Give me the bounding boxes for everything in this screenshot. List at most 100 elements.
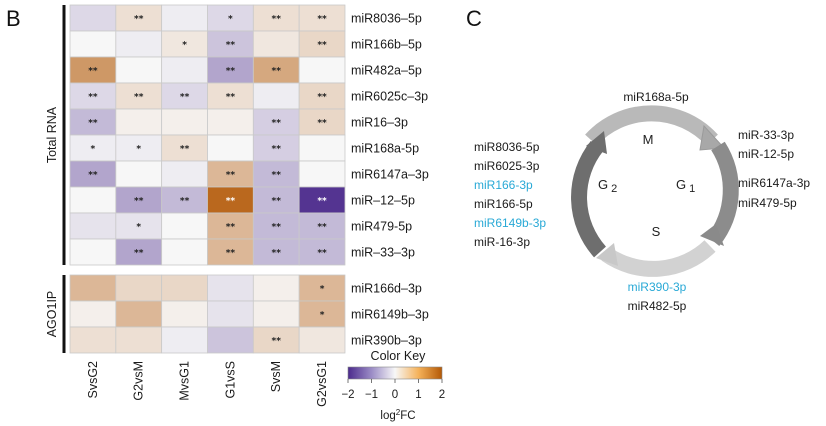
heatmap-cell <box>161 212 208 240</box>
heatmap-cell <box>298 56 346 84</box>
significance-mark: ** <box>317 249 327 259</box>
cycle-label-s: miR482-5p <box>628 299 687 313</box>
heatmap-cell <box>207 238 254 266</box>
significance-mark: ** <box>88 119 98 129</box>
color-key-xlabel: log2FC <box>380 408 415 422</box>
column-label: G2vsG1 <box>315 361 329 407</box>
heatmap-cell <box>252 56 300 84</box>
cycle-mirna-labels: miR168a-5p miR-33-3p miR-12-5p miR6147a-3p m… <box>474 90 810 313</box>
row-label: miR–33–3p <box>351 246 415 260</box>
significance-mark: ** <box>134 15 144 25</box>
significance-mark: * <box>182 41 187 51</box>
heatmap-cell <box>69 326 117 354</box>
heatmap-cell <box>252 274 300 302</box>
heatmap-cell <box>69 108 117 136</box>
heatmap-cell <box>161 238 208 266</box>
arc-s <box>601 240 716 277</box>
heatmap-cell <box>252 238 300 266</box>
heatmap-cell <box>207 300 254 328</box>
heatmap-cell <box>207 186 254 214</box>
row-label: miR166d–3p <box>351 282 422 296</box>
heatmap-cell <box>298 300 346 328</box>
color-key-tick-label: 1 <box>415 389 421 401</box>
heatmap-cell <box>69 212 117 240</box>
significance-mark: ** <box>180 93 190 103</box>
cycle-label-g2: miR6025-3p <box>474 159 540 173</box>
cycle-label-g1: miR-33-3p <box>738 128 794 142</box>
arrowhead-g2 <box>586 131 607 154</box>
significance-mark: ** <box>226 249 236 259</box>
color-key-tick-label: −2 <box>341 389 354 401</box>
significance-mark: ** <box>317 119 327 129</box>
panel-c-letter: C <box>466 6 482 31</box>
column-label: SvsM <box>269 361 283 392</box>
group-label: Total RNA <box>45 106 59 163</box>
heatmap-cell <box>298 274 346 302</box>
row-label: miR482a–5p <box>351 64 422 78</box>
heatmap-cell <box>252 186 300 214</box>
cycle-label-g2: miR166-3p <box>474 178 533 192</box>
heatmap-cell <box>207 4 254 32</box>
heatmap-cell <box>161 300 208 328</box>
heatmap-cell <box>161 186 208 214</box>
color-key-ticks: −2 −1 0 1 2 <box>341 379 445 401</box>
heatmap-cell <box>207 274 254 302</box>
significance-mark: ** <box>88 171 98 181</box>
significance-mark: ** <box>317 197 327 207</box>
significance-mark: ** <box>272 171 282 181</box>
heatmap-cell <box>161 4 208 32</box>
heatmap-cell <box>115 274 163 302</box>
heatmap-cell <box>298 238 346 266</box>
row-labels: miR8036–5p miR166b–5p miR482a–5p miR6025c–3… <box>351 12 429 348</box>
significance-mark: ** <box>272 197 282 207</box>
color-key-gradient <box>347 366 443 380</box>
cycle-label-g2: miR8036-5p <box>474 140 540 154</box>
heatmap-cell <box>115 30 163 58</box>
column-label: G2vsM <box>132 361 146 401</box>
color-key-title: Color Key <box>371 349 427 363</box>
heatmap-cell <box>298 134 346 162</box>
heatmap-cell <box>298 4 346 32</box>
heatmap-cell <box>161 274 208 302</box>
heatmap-cell <box>161 108 208 136</box>
heatmap-cell <box>252 30 300 58</box>
heatmap-cell <box>115 238 163 266</box>
heatmap-cell <box>252 108 300 136</box>
significance-mark: ** <box>317 15 327 25</box>
significance-mark: ** <box>226 171 236 181</box>
arrowhead-s <box>596 243 618 266</box>
heatmap: ** * ** *** ** **** ** **** ** ** ** **** ** *** * ** **… <box>69 4 346 354</box>
heatmap-cell <box>115 56 163 84</box>
significance-mark: ** <box>180 197 190 207</box>
heatmap-cell <box>115 326 163 354</box>
cycle-label-g2: miR166-5p <box>474 197 533 211</box>
heatmap-cell <box>207 108 254 136</box>
column-label: G1vsS <box>223 361 237 399</box>
color-key-tick-label: 0 <box>392 389 398 401</box>
panel-b-letter: B <box>6 6 21 31</box>
heatmap-cell <box>69 30 117 58</box>
column-labels: SvsG2 G2vsM MvsG1 G1vsS SvsM G2vsG1 <box>86 361 329 407</box>
significance-mark: * <box>91 145 96 155</box>
heatmap-cell <box>207 82 254 110</box>
group-bars: Total RNA AGO1IP <box>45 5 66 353</box>
significance-mark: ** <box>272 337 282 347</box>
heatmap-cell <box>69 186 117 214</box>
significance-mark: ** <box>88 93 98 103</box>
significance-mark: ** <box>272 119 282 129</box>
significance-mark: ** <box>272 15 282 25</box>
significance-mark: ** <box>88 67 98 77</box>
significance-mark: ** <box>226 223 236 233</box>
column-label: MvsG1 <box>178 361 192 401</box>
significance-mark: ** <box>226 41 236 51</box>
significance-mark: ** <box>317 223 327 233</box>
heatmap-cell <box>69 134 117 162</box>
row-label: miR168a-5p <box>351 142 419 156</box>
heatmap-cell <box>298 186 346 214</box>
heatmap-cell <box>115 300 163 328</box>
heatmap-cell <box>69 160 117 188</box>
heatmap-cell <box>69 274 117 302</box>
